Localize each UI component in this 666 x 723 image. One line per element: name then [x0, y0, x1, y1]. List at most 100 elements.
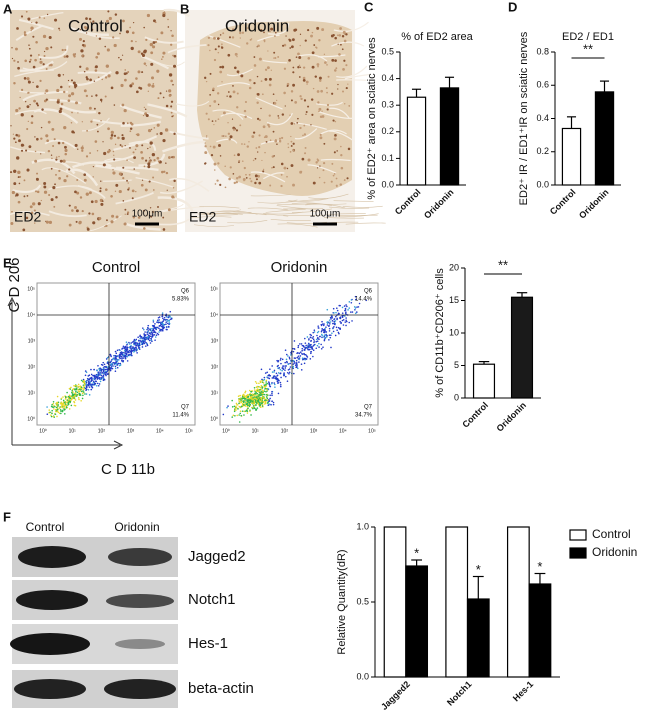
event: [279, 359, 282, 361]
cell: [132, 216, 136, 219]
event: [336, 309, 339, 312]
cell: [145, 38, 148, 42]
cell: [29, 205, 33, 209]
event: [246, 399, 248, 402]
cell: [109, 136, 113, 140]
event: [136, 348, 138, 351]
event: [118, 358, 120, 361]
cell: [58, 169, 61, 173]
event: [354, 312, 357, 315]
bar: [506, 526, 530, 678]
cell: [286, 175, 288, 178]
fiber-gap: [144, 36, 184, 44]
cell: [318, 107, 322, 111]
cell: [118, 189, 122, 194]
event: [116, 364, 118, 366]
fiber-gap: [116, 166, 159, 171]
event: [124, 352, 126, 355]
cell: [244, 100, 248, 104]
event: [241, 400, 243, 403]
cell: [159, 132, 163, 136]
cell: [204, 76, 207, 79]
event: [333, 326, 335, 328]
cell: [272, 93, 275, 96]
event: [168, 326, 170, 328]
event: [346, 305, 348, 308]
fiber-gap: [90, 215, 122, 232]
cell: [16, 27, 19, 30]
event: [305, 353, 307, 356]
cell: [222, 111, 226, 115]
cell: [48, 193, 51, 197]
cell: [233, 66, 237, 70]
event: [261, 380, 263, 382]
tissue-fiber: [338, 213, 379, 218]
cell: [238, 161, 240, 164]
event: [258, 394, 260, 396]
cell: [296, 122, 299, 124]
event: [261, 387, 264, 389]
cell: [91, 212, 95, 216]
event: [303, 352, 305, 355]
event: [128, 351, 130, 354]
event: [303, 362, 306, 365]
event: [160, 330, 162, 332]
cell: [280, 173, 283, 176]
cell: [235, 180, 239, 184]
event: [325, 331, 328, 333]
cell: [232, 128, 236, 131]
cell: [97, 76, 100, 79]
event: [249, 397, 252, 399]
event: [70, 398, 73, 401]
cell: [52, 185, 56, 190]
cell: [94, 65, 98, 69]
event: [256, 407, 259, 409]
cell: [168, 94, 172, 97]
cell: [42, 34, 47, 39]
event: [76, 391, 79, 394]
flow-y-tick: 10⁵: [27, 286, 35, 292]
event: [243, 410, 246, 413]
fiber-gap: [262, 59, 287, 64]
event: [279, 383, 282, 386]
cell: [284, 105, 286, 107]
event: [113, 357, 116, 359]
cell: [112, 150, 115, 153]
event: [238, 414, 240, 416]
cell: [36, 137, 39, 141]
event: [260, 402, 263, 404]
event: [238, 398, 240, 401]
event: [152, 324, 154, 327]
cell: [340, 153, 343, 157]
cell: [252, 131, 256, 134]
event: [238, 405, 241, 408]
cell: [232, 173, 235, 175]
event: [102, 370, 105, 373]
cell: [73, 83, 78, 88]
event: [126, 350, 128, 353]
cell: [205, 112, 208, 115]
event: [319, 335, 321, 338]
cell: [50, 46, 53, 49]
event: [265, 390, 267, 393]
event: [298, 361, 300, 363]
event: [274, 386, 276, 388]
event: [335, 326, 338, 329]
cell: [45, 134, 49, 138]
flow-y-tick: 10²: [211, 364, 219, 370]
event: [88, 381, 90, 384]
cell: [92, 22, 94, 24]
event: [88, 394, 91, 396]
fiber-gap: [216, 82, 250, 88]
event: [235, 405, 237, 408]
cell: [79, 29, 81, 31]
cell: [278, 139, 282, 143]
event: [138, 348, 141, 350]
event: [75, 390, 77, 393]
event: [137, 345, 140, 347]
event: [255, 401, 257, 404]
cell: [167, 26, 170, 28]
band: [104, 679, 176, 699]
cell: [262, 168, 265, 171]
event: [231, 416, 234, 418]
